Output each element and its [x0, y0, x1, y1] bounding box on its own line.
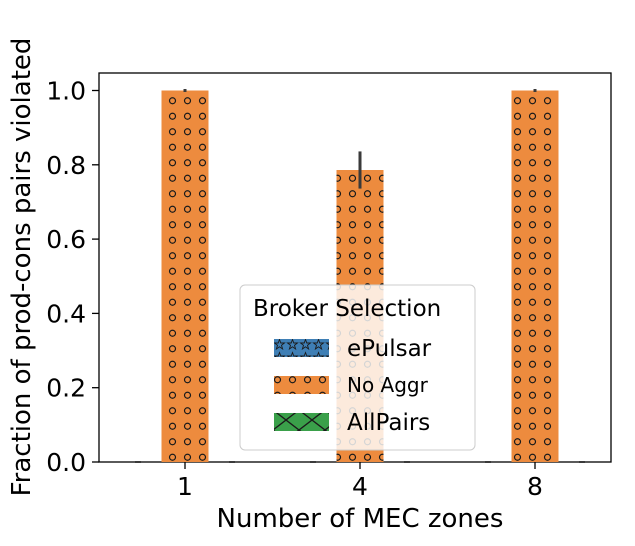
- legend-title: Broker Selection: [253, 296, 441, 322]
- x-tick-label: 4: [352, 472, 368, 501]
- legend-label-epulsar: ePulsar: [347, 336, 432, 362]
- legend-box: [239, 284, 476, 451]
- ticks-layer: 0.0 0.2 0.4 0.6 0.8 1.0 1 4 8: [46, 77, 543, 502]
- y-tick-label: 0.6: [46, 225, 86, 254]
- y-tick-label: 0.0: [46, 448, 86, 477]
- y-tick-label: 0.4: [46, 299, 86, 328]
- legend-swatch-no-aggr: [274, 376, 329, 394]
- legend-label-allpairs: AllPairs: [347, 410, 430, 436]
- x-tick-label: 1: [177, 472, 193, 501]
- y-tick-label: 0.8: [46, 151, 86, 180]
- legend-label-no-aggr: No Aggr: [347, 373, 429, 397]
- x-tick-label: 8: [527, 472, 543, 501]
- legend-swatch-epulsar: [274, 339, 329, 357]
- bar-no-aggr-1: [161, 90, 209, 462]
- y-axis-label: Fraction of prod-cons pairs violated: [7, 38, 37, 497]
- y-tick-label: 0.2: [46, 374, 86, 403]
- x-axis-label: Number of MEC zones: [217, 504, 504, 534]
- legend-swatch-allpairs: [274, 413, 329, 431]
- bar-no-aggr-8: [511, 90, 559, 462]
- y-tick-label: 1.0: [46, 77, 86, 106]
- legend: Broker Selection ePulsar No Aggr AllPair…: [239, 284, 476, 451]
